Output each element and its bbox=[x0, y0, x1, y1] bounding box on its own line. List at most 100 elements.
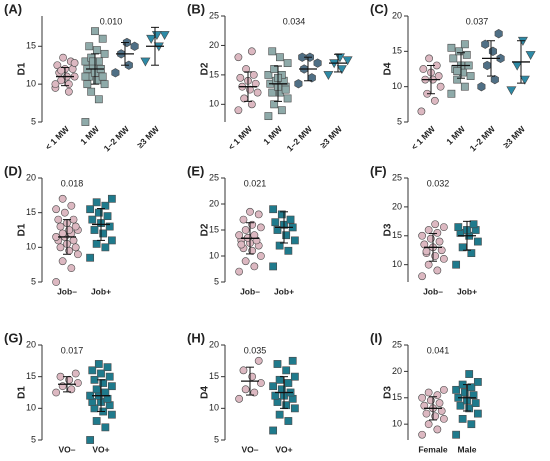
data-point bbox=[235, 394, 244, 403]
data-point bbox=[83, 80, 92, 89]
y-axis-label: D3 bbox=[383, 386, 394, 399]
y-tick-label: 5 bbox=[31, 276, 36, 286]
x-tick-label: 1 MW bbox=[78, 123, 101, 146]
y-tick-label: 20 bbox=[209, 40, 219, 50]
data-point bbox=[467, 420, 476, 429]
data-point bbox=[419, 65, 428, 73]
data-point bbox=[460, 40, 469, 49]
y-tick-label: 20 bbox=[392, 201, 402, 211]
data-point bbox=[452, 430, 461, 439]
data-point bbox=[86, 253, 95, 262]
y-tick-label: 15 bbox=[209, 69, 219, 79]
p-value: 0.021 bbox=[244, 178, 267, 188]
data-point bbox=[94, 208, 103, 217]
data-point bbox=[101, 201, 110, 210]
y-tick-label: 5 bbox=[214, 276, 219, 286]
data-point bbox=[140, 57, 151, 67]
data-point bbox=[525, 51, 536, 60]
data-point bbox=[64, 80, 73, 89]
data-point bbox=[86, 436, 95, 444]
data-point bbox=[433, 228, 442, 237]
y-tick-label: 25 bbox=[392, 339, 402, 349]
data-point bbox=[107, 410, 116, 419]
data-point bbox=[64, 87, 73, 96]
x-tick-label: ≥3 MW bbox=[318, 123, 345, 150]
data-point bbox=[103, 212, 112, 221]
y-axis-label: D2 bbox=[200, 223, 211, 236]
data-point bbox=[282, 231, 291, 240]
data-point bbox=[249, 70, 258, 79]
data-point bbox=[469, 391, 478, 400]
data-point bbox=[473, 409, 482, 418]
p-value: 0.037 bbox=[466, 16, 489, 26]
data-point bbox=[67, 264, 76, 273]
data-point bbox=[433, 425, 442, 434]
data-point bbox=[433, 266, 442, 275]
data-point bbox=[433, 391, 442, 400]
data-point bbox=[58, 229, 67, 238]
data-point bbox=[434, 72, 443, 80]
y-tick-label: 10 bbox=[392, 259, 402, 269]
data-point bbox=[519, 75, 530, 85]
x-tick-label: Job+ bbox=[91, 286, 111, 296]
data-point bbox=[87, 87, 96, 96]
data-point bbox=[488, 46, 497, 56]
data-point bbox=[59, 53, 67, 62]
y-tick-label: 20 bbox=[26, 339, 36, 349]
data-point bbox=[418, 231, 427, 240]
x-tick-label: ≥3 MW bbox=[501, 123, 528, 150]
data-point bbox=[107, 236, 116, 245]
data-point bbox=[506, 86, 517, 96]
data-point bbox=[424, 388, 433, 397]
data-point bbox=[290, 372, 299, 381]
x-tick-label: 1–2 MW bbox=[285, 123, 315, 153]
data-point bbox=[69, 236, 78, 245]
y-tick-label: 20 bbox=[209, 198, 219, 208]
y-tick-label: 15 bbox=[209, 224, 219, 234]
data-point bbox=[56, 243, 65, 252]
data-point bbox=[58, 257, 67, 266]
data-point bbox=[273, 226, 282, 234]
data-point bbox=[111, 68, 120, 78]
data-point bbox=[254, 356, 263, 365]
data-point bbox=[490, 74, 499, 85]
data-point bbox=[453, 67, 462, 76]
data-point bbox=[93, 46, 101, 54]
y-tick-label: 15 bbox=[392, 230, 402, 240]
data-point bbox=[81, 72, 90, 81]
data-point bbox=[67, 201, 76, 210]
data-point bbox=[275, 241, 284, 250]
y-tick-label: 5 bbox=[214, 434, 219, 444]
x-tick-label: 1 MW bbox=[261, 123, 284, 146]
data-point bbox=[424, 226, 433, 234]
data-point bbox=[437, 407, 446, 415]
data-point bbox=[453, 75, 462, 84]
data-point bbox=[431, 220, 440, 229]
x-tick-label: Male bbox=[458, 444, 477, 454]
data-point bbox=[90, 226, 99, 234]
data-point bbox=[88, 366, 97, 375]
data-point bbox=[242, 65, 250, 73]
data-point bbox=[241, 226, 250, 234]
data-point bbox=[473, 237, 482, 246]
data-point bbox=[101, 243, 110, 252]
y-tick-label: 10 bbox=[392, 81, 402, 91]
data-point bbox=[313, 58, 322, 68]
p-value: 0.041 bbox=[427, 345, 450, 355]
data-point bbox=[430, 96, 439, 105]
x-tick-label: VO– bbox=[241, 444, 258, 454]
panel-label: (H) bbox=[187, 330, 205, 345]
data-point bbox=[435, 399, 444, 407]
data-point bbox=[455, 47, 463, 56]
data-point bbox=[101, 423, 110, 432]
data-point bbox=[439, 223, 448, 232]
data-point bbox=[97, 369, 105, 378]
data-point bbox=[425, 54, 433, 63]
data-point bbox=[422, 247, 431, 256]
data-point bbox=[417, 107, 426, 116]
data-point bbox=[235, 267, 244, 276]
data-point bbox=[471, 399, 480, 407]
y-tick-label: 15 bbox=[209, 371, 219, 381]
data-point bbox=[90, 375, 99, 384]
